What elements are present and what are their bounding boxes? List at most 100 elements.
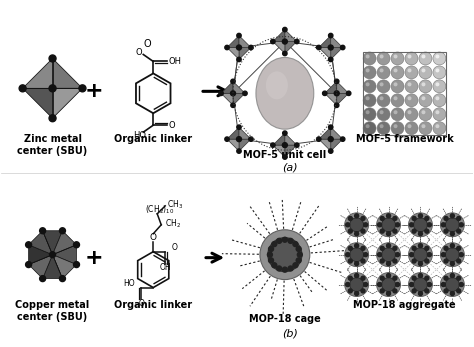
Circle shape [348, 276, 352, 280]
Circle shape [378, 253, 382, 257]
Circle shape [380, 246, 384, 250]
Polygon shape [285, 145, 297, 157]
Circle shape [457, 289, 461, 293]
Polygon shape [319, 35, 331, 48]
Circle shape [393, 124, 398, 128]
Circle shape [269, 246, 273, 252]
Text: Copper metal
center (SBU): Copper metal center (SBU) [16, 301, 90, 322]
Circle shape [425, 217, 429, 220]
Circle shape [328, 33, 333, 38]
Circle shape [277, 238, 282, 243]
Circle shape [444, 229, 448, 233]
Ellipse shape [256, 58, 314, 129]
Circle shape [450, 291, 455, 296]
Circle shape [412, 259, 416, 263]
Circle shape [412, 276, 416, 280]
Circle shape [283, 267, 287, 272]
Circle shape [365, 110, 370, 114]
Circle shape [249, 45, 253, 50]
Circle shape [393, 82, 398, 86]
Polygon shape [53, 231, 76, 255]
Circle shape [355, 214, 359, 218]
Circle shape [405, 108, 418, 121]
Circle shape [348, 229, 352, 233]
Text: MOF-5 framework: MOF-5 framework [356, 134, 454, 144]
Circle shape [361, 276, 365, 280]
Polygon shape [285, 29, 297, 42]
Polygon shape [53, 58, 82, 88]
Polygon shape [233, 81, 245, 93]
Circle shape [348, 246, 352, 250]
Circle shape [328, 149, 333, 153]
Polygon shape [40, 76, 53, 118]
Circle shape [361, 246, 365, 250]
Circle shape [40, 228, 46, 234]
Circle shape [457, 246, 461, 250]
Circle shape [450, 244, 455, 248]
Circle shape [450, 262, 455, 266]
Circle shape [408, 54, 411, 58]
Circle shape [365, 54, 370, 58]
Circle shape [393, 289, 397, 293]
Polygon shape [23, 76, 65, 88]
Text: (CH$_2$)$_{10}$: (CH$_2$)$_{10}$ [145, 204, 174, 216]
Polygon shape [53, 245, 76, 264]
Circle shape [355, 232, 359, 236]
Circle shape [419, 291, 422, 296]
Circle shape [408, 96, 411, 100]
Circle shape [49, 115, 56, 122]
Circle shape [393, 217, 397, 220]
Circle shape [412, 229, 416, 233]
Circle shape [419, 232, 422, 236]
Polygon shape [28, 231, 53, 255]
Polygon shape [227, 139, 239, 151]
Circle shape [457, 229, 461, 233]
Circle shape [421, 124, 426, 128]
Text: Zinc metal
center (SBU): Zinc metal center (SBU) [18, 134, 88, 156]
Circle shape [436, 110, 439, 114]
Circle shape [436, 68, 439, 73]
Circle shape [393, 229, 397, 233]
Circle shape [378, 282, 382, 287]
Polygon shape [285, 133, 297, 145]
Circle shape [444, 259, 448, 263]
Circle shape [413, 218, 428, 232]
Polygon shape [319, 139, 331, 151]
Circle shape [380, 82, 383, 86]
Circle shape [387, 291, 391, 296]
Circle shape [361, 259, 365, 263]
Text: +: + [85, 248, 104, 268]
Circle shape [393, 110, 398, 114]
Circle shape [365, 68, 370, 73]
Circle shape [409, 273, 432, 296]
Polygon shape [273, 29, 285, 42]
Circle shape [26, 262, 32, 268]
Text: HO: HO [124, 279, 135, 288]
Circle shape [269, 258, 273, 263]
Circle shape [459, 253, 463, 257]
Polygon shape [319, 48, 331, 59]
Text: MOF-5 unit cell: MOF-5 unit cell [243, 150, 327, 160]
Circle shape [444, 276, 448, 280]
Circle shape [376, 213, 401, 237]
Circle shape [419, 108, 432, 121]
Circle shape [283, 51, 287, 56]
Circle shape [395, 282, 400, 287]
Circle shape [340, 45, 345, 50]
Circle shape [419, 66, 432, 79]
Circle shape [230, 91, 236, 96]
Circle shape [428, 282, 431, 287]
Circle shape [421, 68, 426, 73]
Circle shape [377, 94, 390, 107]
Circle shape [271, 143, 275, 147]
Circle shape [433, 122, 446, 135]
Circle shape [365, 124, 370, 128]
Polygon shape [227, 48, 239, 59]
Text: MOP-18 cage: MOP-18 cage [249, 314, 321, 324]
Circle shape [346, 253, 350, 257]
Circle shape [441, 282, 446, 287]
Circle shape [393, 68, 398, 73]
Circle shape [328, 57, 333, 62]
Circle shape [267, 252, 273, 257]
Circle shape [410, 223, 413, 227]
